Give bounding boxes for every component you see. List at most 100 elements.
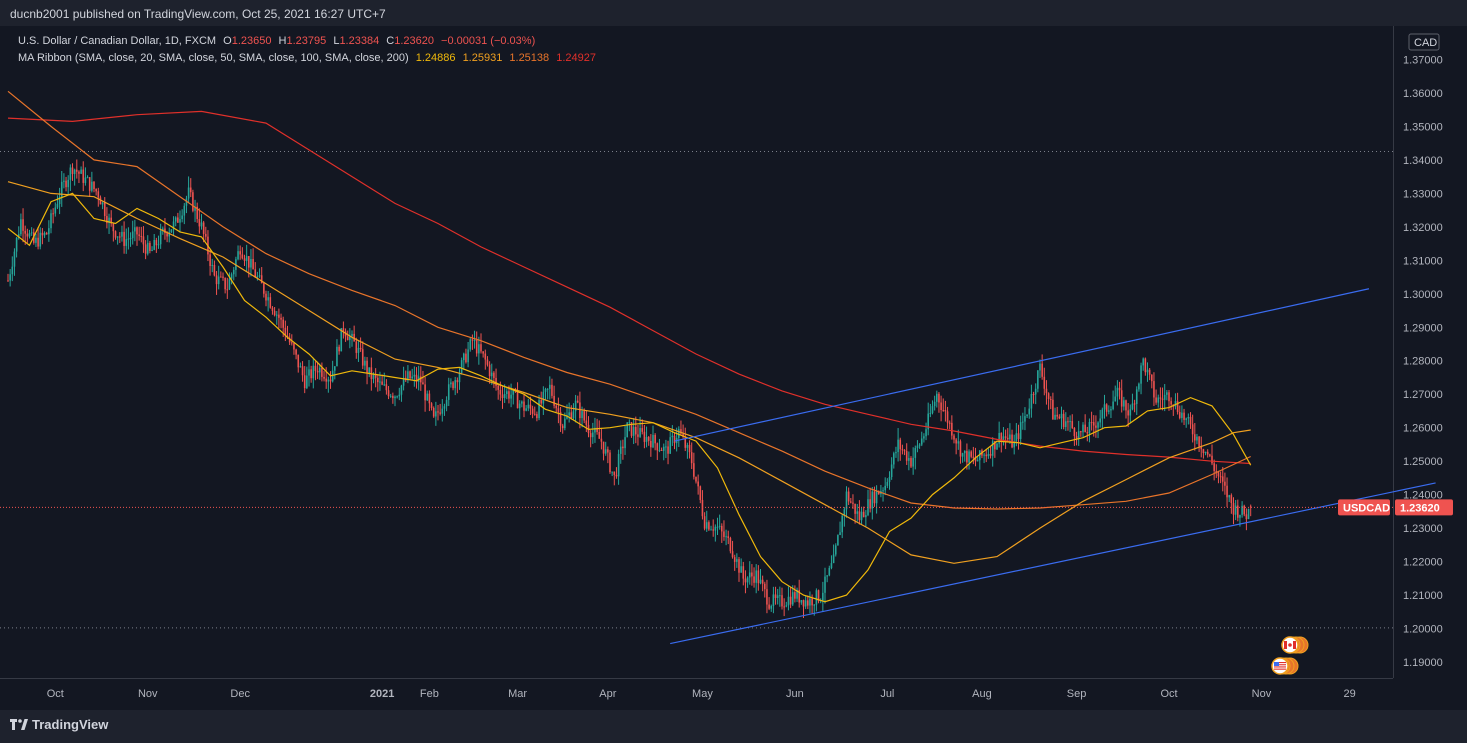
candle-body xyxy=(951,422,953,436)
candle-body xyxy=(138,234,140,237)
candle-body xyxy=(1034,388,1037,395)
y-tick-label: 1.23000 xyxy=(1403,523,1443,535)
candle-body xyxy=(1239,514,1241,518)
candle-body xyxy=(1030,393,1033,409)
candle-body xyxy=(1086,432,1089,434)
candle-body xyxy=(529,404,532,409)
footer: TradingView xyxy=(0,710,1467,743)
candle-body xyxy=(342,328,345,332)
candle-body xyxy=(744,578,747,583)
candle-body xyxy=(340,328,343,352)
candle-body xyxy=(809,598,811,606)
y-tick-label: 1.31000 xyxy=(1403,255,1443,267)
candle-body xyxy=(194,206,196,211)
candle-body xyxy=(168,232,171,237)
upper-trendline[interactable] xyxy=(674,288,1370,442)
candle-body xyxy=(413,374,416,377)
candle-body xyxy=(1037,370,1039,389)
lower-trendline[interactable] xyxy=(670,482,1436,645)
candle-body xyxy=(1095,425,1097,428)
candle-body xyxy=(325,378,327,382)
candle-body xyxy=(549,384,551,389)
usa-event-icon[interactable] xyxy=(1271,657,1299,675)
candle-body xyxy=(136,227,138,235)
candle-body xyxy=(834,545,837,555)
candle-body xyxy=(456,380,459,383)
candle-body xyxy=(654,434,656,444)
candle-body xyxy=(1022,421,1024,423)
candle-body xyxy=(82,169,85,183)
candle-body xyxy=(607,449,609,453)
candle-body xyxy=(1215,470,1218,473)
y-tick-label: 1.21000 xyxy=(1403,590,1443,602)
candle-body xyxy=(811,598,813,606)
candle-body xyxy=(258,275,261,277)
candle-body xyxy=(1146,369,1149,373)
tradingview-logo[interactable]: TradingView xyxy=(10,717,108,732)
candle-body xyxy=(944,410,947,412)
candle-body xyxy=(80,169,82,174)
legend-change: −0.00031 (−0.03%) xyxy=(441,35,536,47)
candle-body xyxy=(125,239,128,246)
chart-area[interactable]: 1.19000 1.20000 1.21000 1.22000 1.23000 1.240… xyxy=(0,26,1467,710)
candle-body xyxy=(998,433,1000,444)
candle-body xyxy=(282,319,284,328)
candle-body xyxy=(991,441,994,456)
candle-body xyxy=(24,230,26,234)
canada-event-icon[interactable] xyxy=(1281,636,1309,654)
candle-body xyxy=(1114,396,1117,402)
candle-body xyxy=(770,605,773,609)
candle-body xyxy=(1140,365,1142,384)
candle-body xyxy=(600,438,603,442)
candle-body xyxy=(794,592,796,599)
candle-body xyxy=(209,254,211,266)
candle-body xyxy=(1103,404,1106,410)
candle-body xyxy=(551,384,553,396)
candle-body xyxy=(368,367,370,374)
candle-body xyxy=(815,590,818,605)
candle-body xyxy=(1073,427,1076,437)
candle-body xyxy=(630,422,633,436)
candle-body xyxy=(454,380,456,389)
candle-body xyxy=(7,280,9,282)
candle-body xyxy=(112,223,115,232)
candle-body xyxy=(510,394,512,399)
x-tick-label: Nov xyxy=(1252,688,1272,700)
candle-body xyxy=(559,411,562,426)
plot-background xyxy=(0,26,1393,678)
candle-body xyxy=(581,411,583,419)
candle-body xyxy=(299,366,302,368)
candle-body xyxy=(1062,413,1065,427)
candle-body xyxy=(637,434,639,437)
x-tick-label: May xyxy=(692,688,713,700)
candle-body xyxy=(742,566,745,579)
legend-ma20: 1.24886 xyxy=(415,52,456,64)
candle-body xyxy=(798,589,800,603)
candle-body xyxy=(1054,414,1056,420)
candle-body xyxy=(13,251,16,267)
candle-body xyxy=(435,411,437,417)
y-tick-label: 1.28000 xyxy=(1403,356,1443,368)
candle-body xyxy=(323,376,325,379)
candle-body xyxy=(445,399,448,407)
candle-body xyxy=(1151,374,1153,382)
candle-body xyxy=(493,372,495,378)
candle-body xyxy=(230,274,233,279)
candlestick-chart[interactable]: 1.19000 1.20000 1.21000 1.22000 1.23000 1.240… xyxy=(0,26,1467,710)
candle-body xyxy=(847,491,850,502)
candle-body xyxy=(248,256,250,268)
candle-body xyxy=(1080,431,1082,433)
candle-body xyxy=(873,491,876,504)
legend-ma-label: MA Ribbon (SMA, close, 20, SMA, close, 5… xyxy=(18,52,409,64)
candle-body xyxy=(54,207,57,214)
candle-body xyxy=(1032,393,1035,395)
candle-body xyxy=(1127,410,1129,416)
candle-body xyxy=(923,436,925,439)
candle-body xyxy=(865,515,867,518)
legend-l-label: L xyxy=(333,35,340,47)
y-tick-label: 1.24000 xyxy=(1403,490,1443,502)
candle-body xyxy=(1148,369,1151,375)
x-tick-label: Nov xyxy=(138,688,158,700)
candle-body xyxy=(531,408,534,414)
candle-body xyxy=(198,219,201,227)
